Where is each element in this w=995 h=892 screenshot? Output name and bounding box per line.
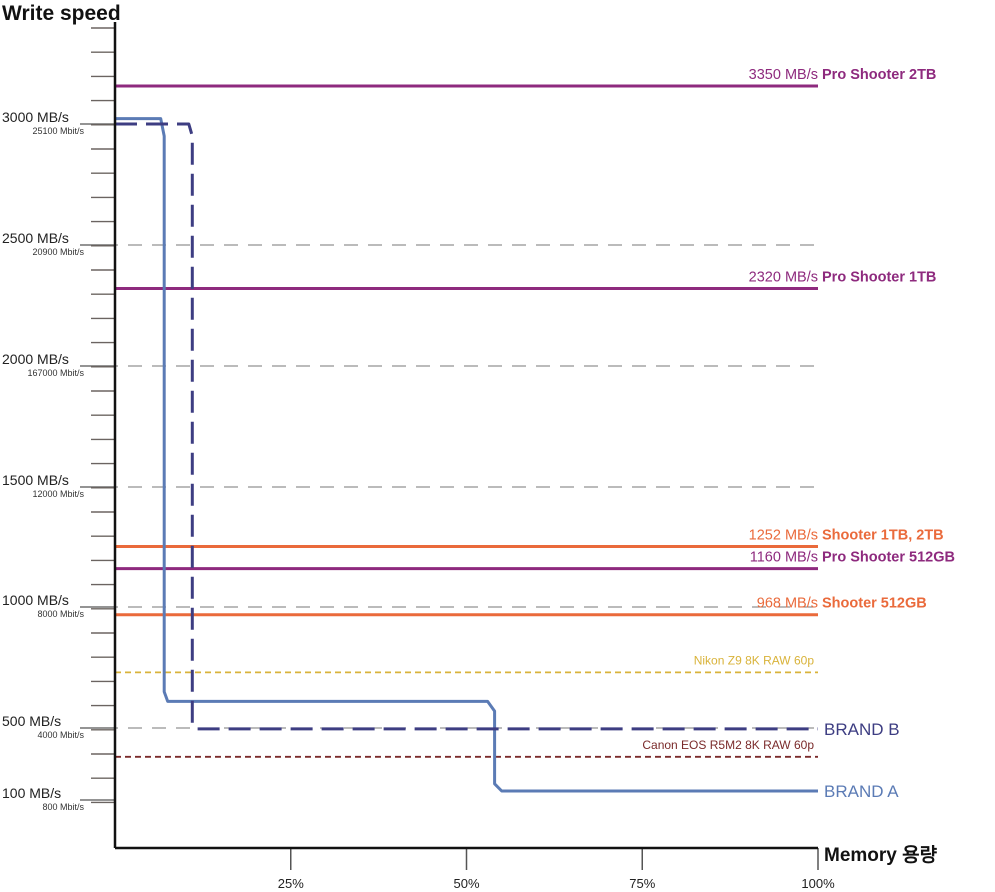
y-tick-label: 1000 MB/s xyxy=(2,592,69,608)
x-axis-title: Memory 용량 xyxy=(824,844,938,866)
threshold-label: Canon EOS R5M2 8K RAW 60p xyxy=(642,738,814,752)
series-label: BRAND B xyxy=(824,720,900,739)
threshold-label: Nikon Z9 8K RAW 60p xyxy=(694,653,815,667)
reference-name-label: Pro Shooter 1TB xyxy=(822,270,936,286)
reference-name-label: Pro Shooter 2TB xyxy=(822,67,936,83)
reference-speed-label: 3350 MB/s xyxy=(749,67,818,83)
reference-lines xyxy=(115,84,818,758)
reference-name-label: Shooter 1TB, 2TB xyxy=(822,528,944,544)
reference-name-label: Pro Shooter 512GB xyxy=(822,550,955,566)
y-tick-sublabel: 12000 Mbit/s xyxy=(32,489,84,499)
series-line xyxy=(115,122,818,731)
axes xyxy=(113,22,818,850)
y-axis-minor-ticks xyxy=(91,27,115,804)
y-tick-sublabel: 167000 Mbit/s xyxy=(27,368,84,378)
x-tick-label: 25% xyxy=(278,876,304,891)
y-axis-title: Write speed xyxy=(2,2,121,25)
y-tick-label: 1500 MB/s xyxy=(2,472,69,488)
y-tick-sublabel: 800 Mbit/s xyxy=(42,802,84,812)
series-line xyxy=(115,117,818,793)
x-tick-label: 75% xyxy=(629,876,655,891)
reference-speed-label: 968 MB/s xyxy=(757,596,818,612)
y-tick-label: 2500 MB/s xyxy=(2,230,69,246)
reference-speed-label: 1160 MB/s xyxy=(750,550,818,566)
x-tick-label: 100% xyxy=(801,876,835,891)
series-lines xyxy=(115,117,818,793)
y-tick-label: 3000 MB/s xyxy=(2,109,69,125)
y-tick-label: 2000 MB/s xyxy=(2,351,69,367)
reference-speed-label: 2320 MB/s xyxy=(749,270,818,286)
y-tick-sublabel: 4000 Mbit/s xyxy=(37,730,84,740)
y-tick-sublabel: 25100 Mbit/s xyxy=(32,126,84,136)
y-tick-label: 100 MB/s xyxy=(2,785,61,801)
reference-name-label: Shooter 512GB xyxy=(822,596,927,612)
series-label: BRAND A xyxy=(824,782,899,801)
y-tick-sublabel: 20900 Mbit/s xyxy=(32,247,84,257)
reference-speed-label: 1252 MB/s xyxy=(749,528,818,544)
x-tick-label: 50% xyxy=(453,876,479,891)
y-tick-label: 500 MB/s xyxy=(2,713,61,729)
y-tick-sublabel: 8000 Mbit/s xyxy=(37,609,84,619)
gridlines xyxy=(80,123,819,870)
